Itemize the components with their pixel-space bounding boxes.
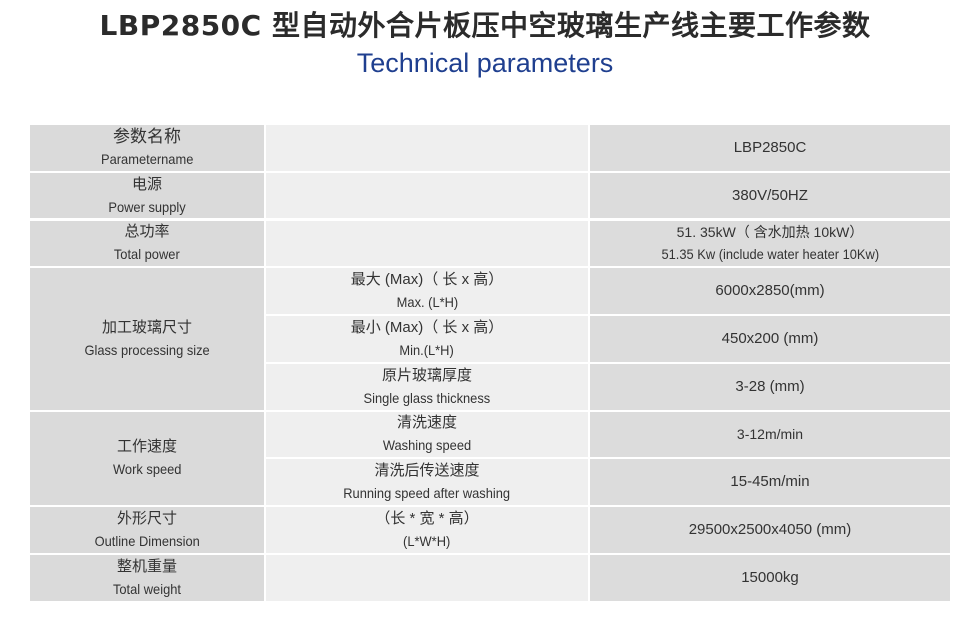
empty-cell: [266, 125, 588, 171]
label-en: Single glass thickness: [363, 389, 491, 406]
empty-cell: [266, 220, 588, 267]
glass-size-label: 加工玻璃尺寸 Glass processing size: [30, 268, 264, 410]
label-en: Work speed: [112, 461, 182, 478]
thickness-value: 3-28 (mm): [590, 363, 950, 410]
value-en: 51.35 Kw (include water heater 10Kw): [661, 246, 879, 263]
outline-label: 外形尺寸 Outline Dimension: [30, 507, 264, 553]
parameters-table: 参数名称 Parametername LBP2850C 电源 Power sup…: [30, 125, 950, 601]
label-zh: 外形尺寸: [116, 510, 177, 528]
label-en: Power supply: [108, 198, 186, 215]
label-zh: 最小 (Max)（ 长 x 高）: [350, 318, 504, 336]
work-speed-label: 工作速度 Work speed: [30, 411, 264, 506]
washing-speed-label: 清洗速度 Washing speed: [266, 411, 588, 458]
min-size-label: 最小 (Max)（ 长 x 高） Min.(L*H): [266, 316, 588, 362]
page-subtitle: Technical parameters: [356, 48, 614, 78]
label-en: Washing speed: [382, 437, 472, 454]
model-value: LBP2850C: [590, 125, 950, 171]
label-en: Total weight: [112, 580, 182, 597]
label-en: Outline Dimension: [94, 533, 200, 550]
washing-speed-value: 3-12m/min: [590, 411, 950, 458]
empty-cell: [266, 555, 588, 601]
label-en: Glass processing size: [84, 341, 210, 358]
outline-sub-label: （长 * 宽 * 高） (L*W*H): [266, 507, 588, 553]
label-zh: 原片玻璃厚度: [381, 366, 472, 384]
label-zh: 清洗后传送速度: [374, 462, 480, 480]
running-speed-label: 清洗后传送速度 Running speed after washing: [266, 459, 588, 506]
label-zh: （长 * 宽 * 高）: [375, 510, 479, 528]
label-zh: 清洗速度: [396, 414, 457, 432]
value-zh: 51. 35kW（ 含水加热 10kW）: [676, 224, 864, 241]
weight-value: 15000kg: [590, 555, 950, 601]
label-en: Parametername: [100, 150, 194, 167]
max-size-value: 6000x2850(mm): [590, 268, 950, 314]
label-zh: 总功率: [124, 223, 170, 241]
label-en: Max. (L*H): [396, 294, 458, 311]
label-zh: 整机重量: [116, 557, 177, 575]
running-speed-value: 15-45m/min: [590, 459, 950, 506]
weight-label: 整机重量 Total weight: [30, 555, 264, 601]
label-zh: 加工玻璃尺寸: [101, 318, 192, 336]
total-power-label: 总功率 Total power: [30, 220, 264, 267]
min-size-value: 450x200 (mm): [590, 316, 950, 362]
page-title: LBP2850C 型自动外合片板压中空玻璃生产线主要工作参数: [99, 9, 871, 42]
label-en: Total power: [114, 246, 180, 263]
label-zh: 工作速度: [116, 438, 177, 456]
label-en: Running speed after washing: [343, 485, 511, 502]
power-supply-label: 电源 Power supply: [30, 172, 264, 219]
empty-cell: [266, 172, 588, 219]
outline-value: 29500x2500x4050 (mm): [590, 507, 950, 553]
label-en: (L*W*H): [403, 533, 451, 550]
param-name-header: 参数名称 Parametername: [30, 125, 264, 171]
label-zh: 最大 (Max)（ 长 x 高）: [350, 271, 504, 289]
label-en: Min.(L*H): [399, 341, 455, 358]
label-zh: 参数名称: [113, 126, 181, 146]
total-power-value: 51. 35kW（ 含水加热 10kW） 51.35 Kw (include w…: [590, 220, 950, 267]
max-size-label: 最大 (Max)（ 长 x 高） Max. (L*H): [266, 268, 588, 314]
thickness-label: 原片玻璃厚度 Single glass thickness: [266, 363, 588, 410]
power-supply-value: 380V/50HZ: [590, 172, 950, 219]
label-zh: 电源: [131, 175, 162, 193]
